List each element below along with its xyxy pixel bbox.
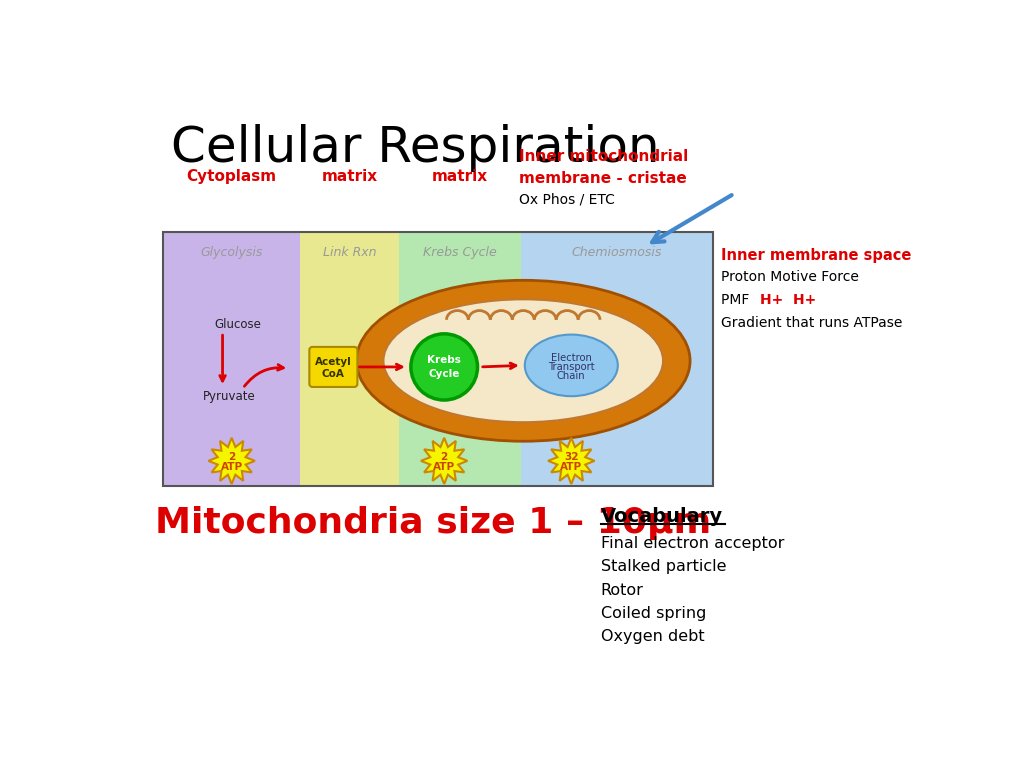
- Text: ATP: ATP: [220, 462, 243, 472]
- FancyBboxPatch shape: [309, 347, 357, 387]
- Text: ATP: ATP: [433, 462, 456, 472]
- Circle shape: [411, 334, 477, 400]
- Text: matrix: matrix: [432, 170, 488, 184]
- Text: Vocabulary: Vocabulary: [601, 507, 723, 526]
- Ellipse shape: [383, 299, 664, 422]
- Text: Acetyl: Acetyl: [315, 357, 352, 367]
- Text: PMF: PMF: [721, 293, 758, 307]
- Text: Mitochondria size 1 – 10μm: Mitochondria size 1 – 10μm: [155, 505, 712, 539]
- Text: CoA: CoA: [322, 369, 345, 379]
- Bar: [399, 232, 520, 486]
- Text: Glucose: Glucose: [215, 318, 262, 331]
- Text: Oxygen debt: Oxygen debt: [601, 629, 705, 644]
- Text: Pyruvate: Pyruvate: [203, 390, 256, 403]
- Bar: [520, 232, 713, 486]
- Text: Cellular Respiration: Cellular Respiration: [171, 124, 659, 173]
- Text: 32: 32: [564, 452, 579, 462]
- Bar: [163, 232, 713, 486]
- Polygon shape: [548, 438, 595, 484]
- Text: matrix: matrix: [322, 170, 378, 184]
- Text: Rotor: Rotor: [601, 582, 644, 597]
- Text: ATP: ATP: [560, 462, 583, 472]
- Text: Gradient that runs ATPase: Gradient that runs ATPase: [721, 316, 902, 330]
- Text: Krebs Cycle: Krebs Cycle: [423, 246, 497, 259]
- Polygon shape: [421, 438, 467, 484]
- Text: Chain: Chain: [557, 371, 586, 381]
- Ellipse shape: [524, 334, 617, 397]
- Text: Krebs: Krebs: [427, 355, 461, 365]
- Text: Final electron acceptor: Final electron acceptor: [601, 536, 784, 551]
- Text: Transport: Transport: [548, 362, 595, 372]
- Ellipse shape: [356, 280, 690, 441]
- Text: Inner membrane space: Inner membrane space: [721, 248, 911, 263]
- Text: Inner mitochondrial: Inner mitochondrial: [519, 149, 688, 164]
- Text: 2: 2: [228, 452, 236, 462]
- Text: H+  H+: H+ H+: [760, 293, 816, 307]
- Text: Cycle: Cycle: [428, 369, 460, 379]
- Bar: [300, 232, 399, 486]
- Text: Coiled spring: Coiled spring: [601, 606, 707, 621]
- Text: Electron: Electron: [551, 353, 592, 363]
- Text: Ox Phos / ETC: Ox Phos / ETC: [519, 193, 615, 206]
- Text: Link Rxn: Link Rxn: [324, 246, 377, 259]
- Text: membrane - cristae: membrane - cristae: [519, 170, 687, 186]
- Text: Glycolysis: Glycolysis: [201, 246, 263, 259]
- Text: Proton Motive Force: Proton Motive Force: [721, 270, 859, 284]
- Text: Chemiosmosis: Chemiosmosis: [571, 246, 663, 259]
- Text: Stalked particle: Stalked particle: [601, 559, 726, 574]
- Text: 2: 2: [440, 452, 447, 462]
- Polygon shape: [209, 438, 255, 484]
- Bar: [163, 232, 300, 486]
- Text: Cytoplasm: Cytoplasm: [186, 170, 276, 184]
